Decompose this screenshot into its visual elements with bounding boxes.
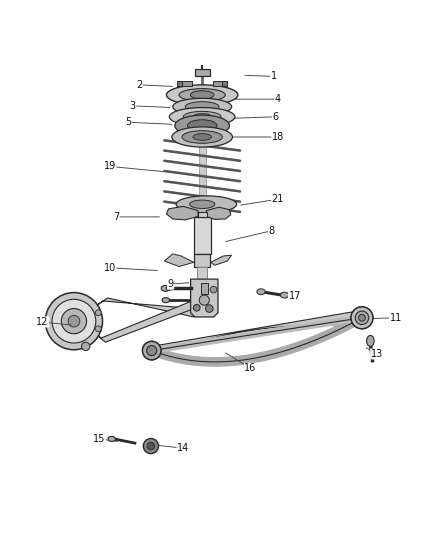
Text: 5: 5 — [125, 117, 132, 127]
Text: 2: 2 — [136, 80, 142, 90]
Ellipse shape — [95, 310, 101, 316]
Polygon shape — [211, 255, 232, 265]
Text: 11: 11 — [389, 313, 402, 323]
Ellipse shape — [359, 314, 365, 321]
Ellipse shape — [367, 335, 374, 346]
Polygon shape — [166, 206, 198, 220]
Bar — [177, 80, 182, 86]
Bar — [223, 80, 227, 86]
Ellipse shape — [162, 297, 170, 303]
Text: 15: 15 — [93, 434, 106, 444]
Text: 8: 8 — [268, 226, 275, 236]
Ellipse shape — [161, 286, 170, 292]
Text: 14: 14 — [177, 443, 189, 453]
Ellipse shape — [355, 311, 369, 325]
Bar — [194, 254, 210, 266]
Ellipse shape — [142, 341, 161, 360]
Ellipse shape — [355, 311, 369, 325]
Bar — [194, 69, 210, 76]
Bar — [194, 217, 211, 254]
Ellipse shape — [183, 111, 221, 122]
Ellipse shape — [193, 114, 212, 120]
Ellipse shape — [166, 85, 238, 105]
Ellipse shape — [147, 345, 157, 356]
Ellipse shape — [166, 286, 171, 290]
Ellipse shape — [257, 289, 265, 295]
Polygon shape — [152, 310, 362, 355]
Text: 3: 3 — [130, 101, 136, 111]
Text: 16: 16 — [244, 364, 257, 373]
Bar — [177, 80, 192, 86]
Ellipse shape — [46, 293, 102, 350]
Ellipse shape — [359, 314, 365, 321]
Bar — [201, 284, 208, 294]
Ellipse shape — [205, 305, 213, 312]
Polygon shape — [91, 298, 194, 317]
Ellipse shape — [108, 437, 116, 441]
Bar — [199, 140, 205, 212]
Ellipse shape — [190, 200, 215, 208]
Ellipse shape — [187, 120, 217, 132]
Polygon shape — [91, 300, 194, 342]
Ellipse shape — [185, 102, 219, 112]
Ellipse shape — [199, 295, 209, 305]
Text: 7: 7 — [113, 212, 119, 222]
Ellipse shape — [147, 345, 157, 356]
Ellipse shape — [143, 439, 159, 454]
Bar — [213, 80, 227, 86]
Text: 9: 9 — [168, 279, 174, 289]
Text: 12: 12 — [36, 317, 49, 327]
Ellipse shape — [210, 286, 217, 293]
Polygon shape — [191, 279, 218, 317]
Ellipse shape — [68, 316, 80, 327]
Ellipse shape — [351, 307, 373, 329]
Ellipse shape — [81, 342, 90, 351]
Ellipse shape — [172, 127, 233, 147]
Bar — [198, 212, 207, 217]
Text: 6: 6 — [273, 112, 279, 122]
Text: 10: 10 — [103, 263, 116, 273]
Ellipse shape — [61, 309, 87, 334]
Text: 13: 13 — [371, 349, 383, 359]
Text: 18: 18 — [272, 132, 284, 142]
Polygon shape — [206, 207, 231, 220]
Ellipse shape — [142, 341, 161, 360]
Ellipse shape — [173, 98, 232, 115]
Ellipse shape — [179, 88, 225, 101]
Bar — [197, 266, 207, 313]
Ellipse shape — [193, 134, 212, 140]
Text: 21: 21 — [272, 194, 284, 204]
Ellipse shape — [176, 196, 237, 213]
Ellipse shape — [182, 131, 223, 143]
Ellipse shape — [95, 326, 101, 332]
Text: 19: 19 — [103, 161, 116, 172]
Text: 4: 4 — [275, 94, 281, 104]
Text: 17: 17 — [289, 291, 301, 301]
Ellipse shape — [175, 115, 230, 136]
Ellipse shape — [280, 292, 289, 298]
Ellipse shape — [52, 300, 96, 343]
Text: 1: 1 — [271, 71, 277, 82]
Ellipse shape — [191, 91, 214, 99]
Ellipse shape — [170, 108, 235, 126]
Ellipse shape — [193, 304, 200, 311]
Polygon shape — [164, 254, 194, 266]
Ellipse shape — [147, 442, 155, 450]
Ellipse shape — [351, 307, 373, 329]
